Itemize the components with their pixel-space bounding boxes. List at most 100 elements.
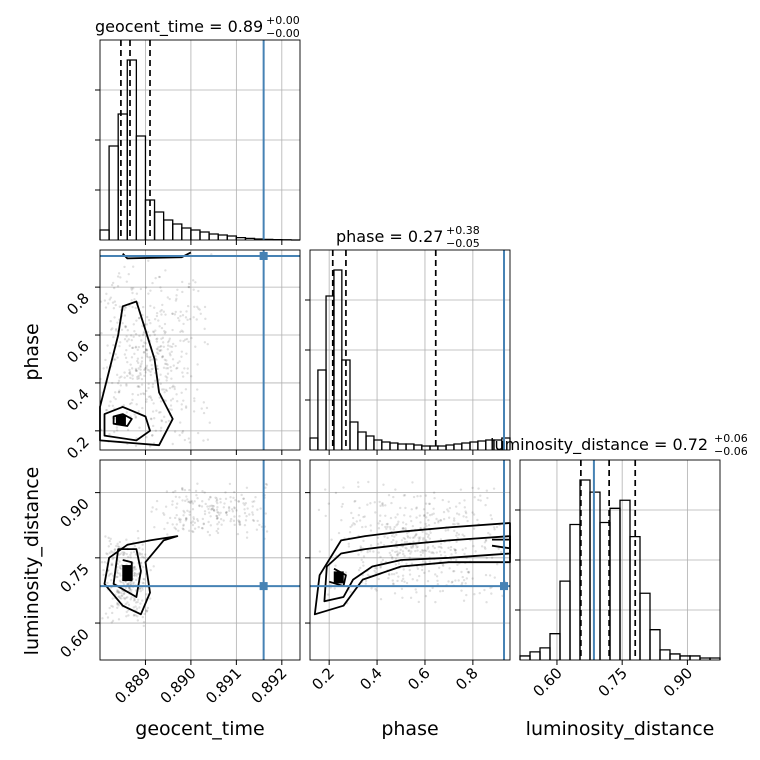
scatter-ldgt-tail-sample-170: [200, 526, 204, 530]
scatter-phgt-sample-133: [174, 299, 178, 302]
scatter-ldgt-sample-85: [110, 572, 113, 575]
scatter-phgt-sample-338: [164, 269, 167, 272]
scatter-ldgt-tail-sample-141: [191, 530, 194, 533]
scatter-ldph-sample-207: [354, 499, 357, 503]
scatter-ldph-sample-122: [388, 525, 392, 529]
scatter-ldgt-sample-290: [134, 601, 138, 604]
scatter-phgt-sample-492: [168, 337, 172, 340]
scatter-phgt-sample-234: [155, 347, 159, 351]
scatter-ldgt-tail-sample-152: [224, 497, 228, 501]
scatter-ldgt-tail-sample-5: [196, 482, 199, 485]
scatter-ldph-sample-465: [428, 502, 432, 506]
scatter-phgt-sample-4: [180, 355, 183, 358]
scatter-ldgt-sample-108: [116, 575, 119, 579]
scatter-ldgt-tail-sample-48: [171, 503, 174, 506]
scatter-phgt-sample-262: [179, 339, 182, 342]
scatter-phgt-sample-362: [142, 330, 146, 334]
scatter-ldgt-sample-252: [127, 555, 130, 559]
scatter-ldgt-tail-sample-10: [264, 482, 268, 486]
scatter-ldgt-sample-92: [133, 597, 136, 600]
hist-ld-bar-14: [659, 649, 671, 660]
scatter-phgt-sample-372: [167, 339, 171, 342]
scatter-ldgt-tail-sample-198: [265, 530, 269, 533]
scatter-phgt-sample-96: [137, 367, 140, 370]
scatter-phgt-sample-207: [143, 341, 146, 344]
scatter-phgt-sample-300: [173, 385, 176, 389]
scatter-phgt-sample-288: [178, 360, 181, 363]
scatter-phgt-sample-172: [133, 352, 136, 356]
scatter-phgt-sample-352: [151, 281, 154, 285]
scatter-phgt-sample-229: [129, 363, 132, 366]
scatter-ldgt-sample-292: [132, 614, 136, 617]
scatter-ldgt-sample-255: [121, 581, 125, 584]
scatter-phgt-sample-226: [137, 374, 140, 378]
scatter-phgt-sample-292: [139, 371, 142, 375]
scatter-ldgt-sample-278: [133, 565, 137, 569]
scatter-ldph-sample-130: [440, 546, 443, 550]
scatter-phgt-sample-53: [165, 359, 168, 362]
hist-gt-bar-13: [217, 234, 228, 240]
scatter-ldph-sample-15: [476, 518, 479, 522]
title-luminosity-distance-minus: −0.06: [714, 445, 748, 458]
scatter-phgt-sample-100: [112, 307, 116, 310]
scatter-ldph-sample-159: [392, 582, 395, 585]
scatter-ldgt-sample-1: [133, 572, 136, 575]
scatter-ldgt-peak: [122, 565, 133, 582]
hist-gt-bar-14: [226, 235, 238, 240]
scatter-ldgt-sample-33: [136, 598, 140, 601]
scatter-ldgt-tail-sample-75: [178, 517, 181, 520]
scatter-phgt-sample-519: [188, 441, 192, 444]
scatter-ldph-sample-120: [479, 499, 482, 502]
scatter-ldgt-sample-210: [111, 605, 115, 608]
scatter-phgt-sample-491: [160, 349, 163, 352]
scatter-phgt-sample-517: [149, 358, 152, 361]
scatter-ldph-sample-486: [399, 506, 402, 510]
scatter-phgt-sample-82: [198, 308, 201, 311]
scatter-ldph-sample-215: [457, 579, 460, 582]
scatter-ldgt-tail-sample-208: [215, 498, 219, 502]
scatter-ldph-sample-319: [405, 547, 408, 550]
scatter-ldph-sample-474: [452, 519, 456, 522]
scatter-ldgt-sample-104: [134, 605, 137, 608]
scatter-phgt-sample-351: [190, 336, 193, 340]
scatter-ldgt-sample-29: [139, 561, 143, 565]
scatter-phgt-sample-344: [112, 358, 116, 361]
scatter-ldph-sample-262: [490, 556, 494, 560]
scatter-ldph-sample-260: [368, 550, 372, 553]
scatter-phgt-ytick-label-2: 0.6: [63, 337, 93, 367]
scatter-ldph-sample-395: [456, 536, 459, 540]
scatter-ldph-sample-467: [358, 506, 361, 510]
scatter-ldph-sample-155: [396, 513, 399, 516]
scatter-ldgt-tail-sample-164: [215, 508, 219, 512]
scatter-phgt-sample-198: [162, 310, 166, 313]
scatter-ldgt-tail-sample-22: [232, 496, 235, 500]
scatter-phgt-sample-16: [164, 362, 167, 366]
scatter-phgt-sample-252: [135, 403, 138, 406]
scatter-ldph-sample-163: [422, 536, 425, 540]
scatter-phgt-sample-103: [121, 321, 124, 325]
scatter-phgt-sample-343: [162, 366, 166, 369]
scatter-phgt-sample-41: [180, 329, 183, 332]
scatter-ldph-sample-169: [449, 548, 452, 552]
scatter-ldgt-tail-sample-55: [175, 506, 178, 509]
scatter-phgt-sample-412: [130, 288, 133, 291]
scatter-phgt-sample-516: [134, 367, 138, 371]
scatter-phgt-sample-177: [159, 400, 163, 403]
scatter-phgt-sample-474: [174, 310, 177, 314]
scatter-ldph-sample-32: [464, 547, 467, 550]
scatter-ldph-sample-434: [448, 506, 452, 510]
scatter-ldph-sample-345: [436, 579, 439, 582]
scatter-ldph-sample-423: [390, 501, 393, 505]
scatter-phgt-sample-436: [160, 308, 163, 312]
scatter-ldgt-sample-289: [125, 552, 128, 556]
scatter-phgt-sample-160: [163, 329, 166, 333]
scatter-ldph-sample-28: [450, 581, 454, 584]
scatter-ldgt-sample-237: [126, 601, 129, 604]
scatter-phgt-sample-213: [181, 431, 184, 434]
scatter-phgt-sample-183: [152, 306, 156, 309]
scatter-phgt-sample-147: [186, 371, 189, 375]
scatter-ldph-sample-253: [487, 531, 490, 535]
scatter-phgt-sample-337: [163, 390, 166, 394]
scatter-phgt-sample-306: [131, 265, 135, 268]
scatter-phgt-sample-332: [196, 388, 199, 391]
